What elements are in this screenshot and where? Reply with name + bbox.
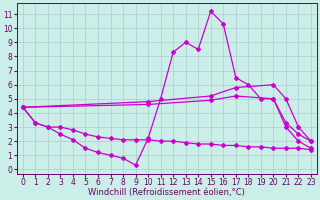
X-axis label: Windchill (Refroidissement éolien,°C): Windchill (Refroidissement éolien,°C): [88, 188, 245, 197]
